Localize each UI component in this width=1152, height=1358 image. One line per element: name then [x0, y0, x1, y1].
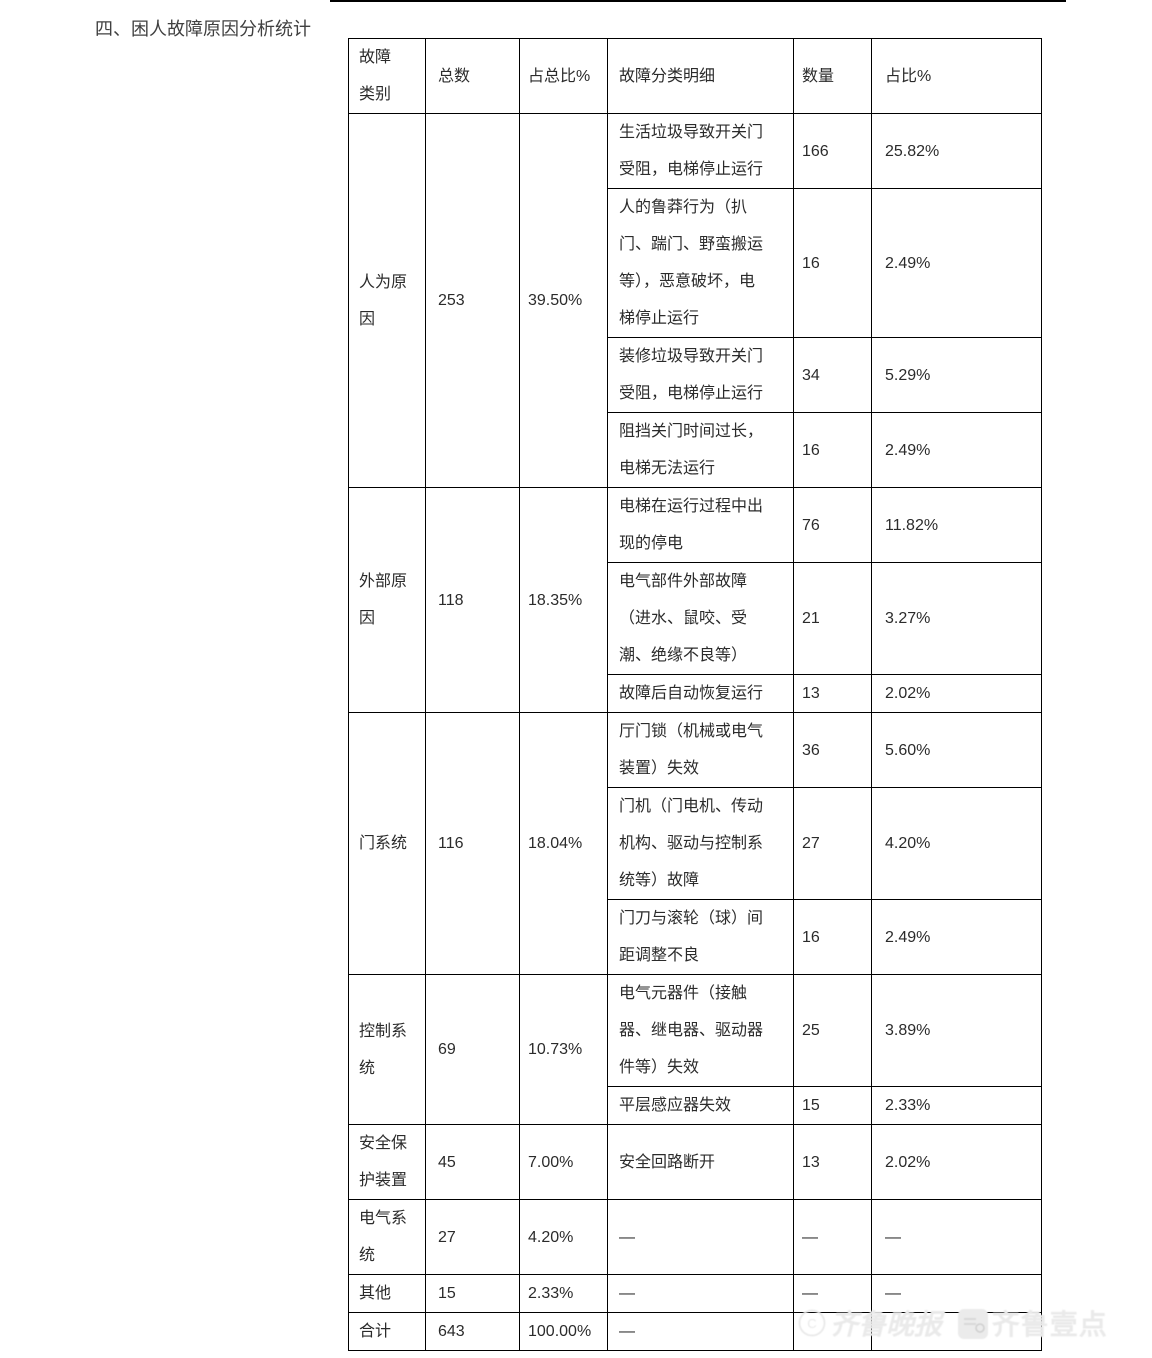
svg-text:C: C: [807, 1316, 816, 1331]
